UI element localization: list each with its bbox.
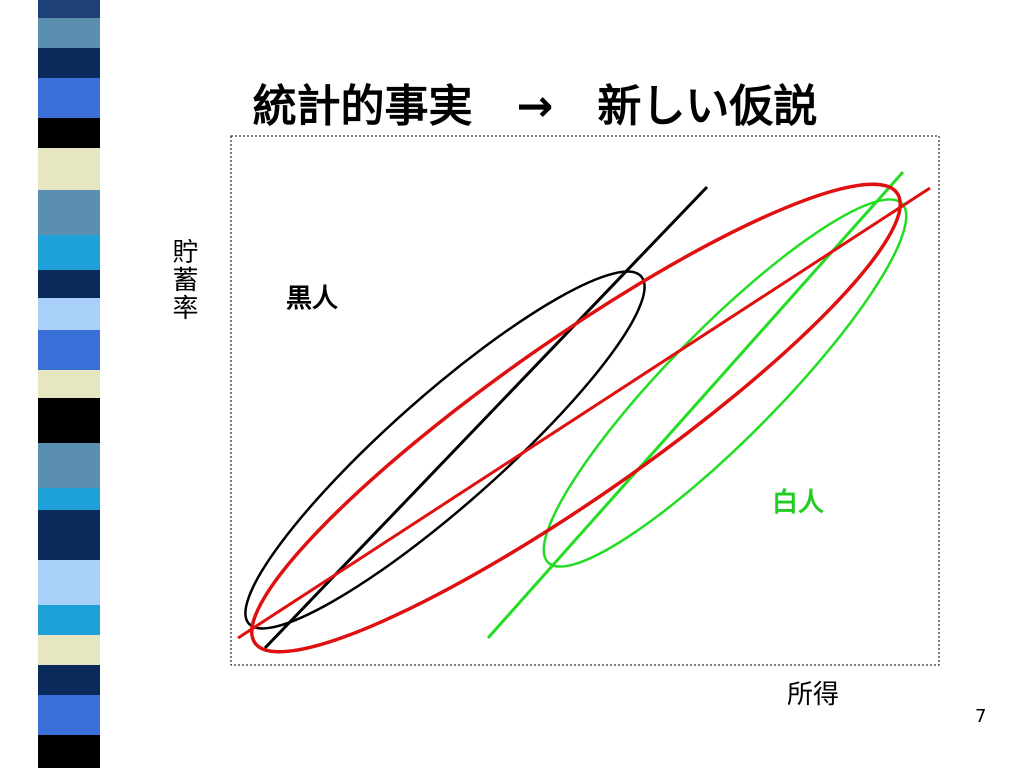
overall-ellipse bbox=[250, 182, 902, 654]
x-axis-label: 所得 bbox=[787, 680, 840, 710]
slide-title: 統計的事実 → 新しい仮説 bbox=[252, 81, 818, 132]
page-number: 7 bbox=[975, 706, 987, 727]
group-label: 白人 bbox=[772, 488, 825, 518]
y-axis-label: 貯蓄率 bbox=[168, 238, 198, 322]
group-label: 黒人 bbox=[286, 284, 339, 314]
plot-frame bbox=[230, 135, 940, 666]
decorative-stripe bbox=[38, 0, 100, 768]
overall-line bbox=[237, 186, 931, 640]
white-group-line bbox=[486, 171, 905, 639]
black-group-ellipse bbox=[244, 270, 646, 630]
white-group-ellipse bbox=[542, 198, 908, 568]
